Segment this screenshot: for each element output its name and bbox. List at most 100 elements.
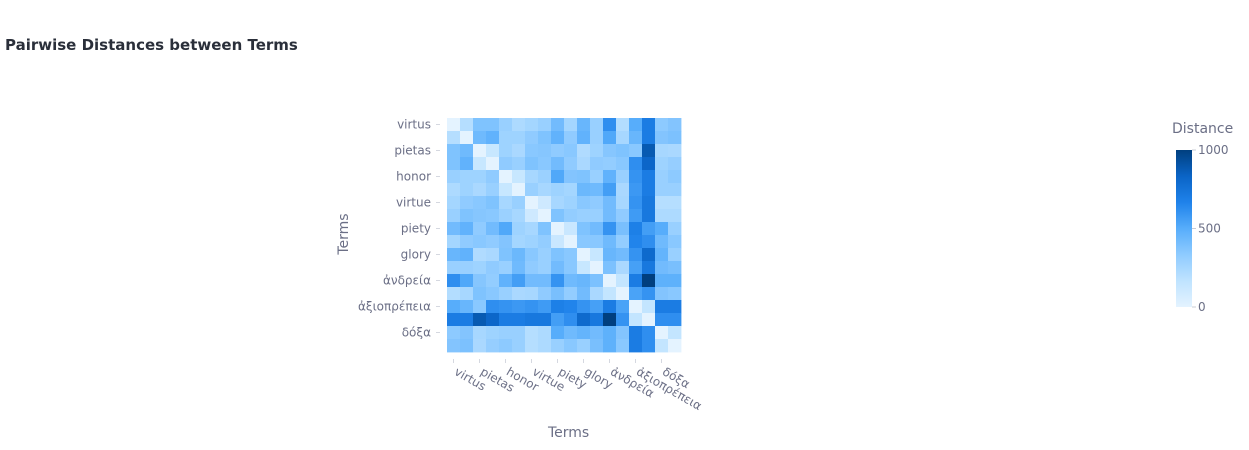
heatmap-cell — [603, 118, 617, 132]
heatmap-cell — [642, 300, 656, 314]
heatmap-cell — [551, 131, 565, 145]
heatmap-cell — [655, 209, 669, 223]
heatmap-cell — [642, 313, 656, 327]
heatmap-cell — [525, 313, 539, 327]
heatmap-cell — [564, 339, 578, 353]
heatmap-cell — [668, 222, 682, 236]
heatmap-cell — [590, 326, 604, 340]
heatmap-cell — [590, 157, 604, 171]
heatmap-cell — [642, 157, 656, 171]
heatmap-cell — [460, 313, 474, 327]
heatmap-cell — [629, 261, 643, 275]
heatmap-cell — [629, 287, 643, 301]
heatmap-cell — [525, 222, 539, 236]
heatmap-cell — [564, 209, 578, 223]
heatmap-cell — [499, 222, 513, 236]
heatmap-cell — [473, 326, 487, 340]
heatmap-cell — [512, 170, 526, 184]
heatmap-cell — [577, 222, 591, 236]
heatmap-cell — [460, 274, 474, 288]
heatmap-cell — [460, 261, 474, 275]
y-tick-label: honor — [396, 170, 431, 184]
heatmap-cell — [447, 248, 461, 262]
heatmap-cell — [668, 183, 682, 197]
colorbar-tick-label: 0 — [1198, 300, 1206, 314]
heatmap-cell — [447, 144, 461, 158]
heatmap-cell — [616, 157, 630, 171]
heatmap-cell — [551, 144, 565, 158]
y-tick-label: virtus — [397, 118, 431, 132]
heatmap-cell — [603, 274, 617, 288]
heatmap-cell — [499, 196, 513, 210]
heatmap-cell — [499, 313, 513, 327]
heatmap-cell — [603, 131, 617, 145]
heatmap-cell — [655, 157, 669, 171]
colorbar: Distance 0 500 1000 — [1172, 121, 1233, 314]
heatmap-cell — [460, 131, 474, 145]
heatmap-cell — [590, 170, 604, 184]
heatmap-cell — [447, 196, 461, 210]
heatmap-cell — [473, 274, 487, 288]
heatmap-cell — [603, 209, 617, 223]
heatmap-cell — [590, 287, 604, 301]
heatmap-cell — [577, 326, 591, 340]
y-axis-ticks: virtus pietas honor virtue piety glory ἀνδρεία… — [358, 118, 440, 340]
heatmap-cell — [512, 196, 526, 210]
heatmap-cell — [616, 170, 630, 184]
heatmap-cell — [538, 170, 552, 184]
heatmap-cell — [512, 261, 526, 275]
heatmap-cell — [473, 209, 487, 223]
heatmap-cell — [616, 300, 630, 314]
heatmap-cell — [655, 144, 669, 158]
heatmap-cell — [486, 248, 500, 262]
heatmap-cell — [447, 209, 461, 223]
heatmap-cell — [655, 287, 669, 301]
heatmap-cell — [668, 131, 682, 145]
heatmap-cell — [512, 326, 526, 340]
heatmap-cell — [603, 157, 617, 171]
heatmap-cell — [512, 235, 526, 249]
heatmap-cell — [486, 339, 500, 353]
heatmap-cell — [590, 274, 604, 288]
heatmap-cell — [616, 287, 630, 301]
heatmap-cell — [525, 248, 539, 262]
heatmap-cell — [668, 313, 682, 327]
heatmap-cell — [668, 339, 682, 353]
heatmap-cell — [616, 313, 630, 327]
heatmap-cells — [447, 118, 682, 353]
heatmap-cell — [486, 183, 500, 197]
heatmap-cell — [577, 313, 591, 327]
heatmap-cell — [551, 235, 565, 249]
heatmap-cell — [629, 235, 643, 249]
heatmap-cell — [486, 170, 500, 184]
heatmap-cell — [538, 118, 552, 132]
heatmap-cell — [603, 287, 617, 301]
heatmap-cell — [499, 300, 513, 314]
heatmap-cell — [460, 287, 474, 301]
heatmap-cell — [642, 339, 656, 353]
heatmap-cell — [512, 222, 526, 236]
heatmap-cell — [564, 287, 578, 301]
heatmap-cell — [577, 339, 591, 353]
heatmap-cell — [603, 248, 617, 262]
heatmap-cell — [642, 222, 656, 236]
y-tick-label: piety — [401, 222, 431, 236]
heatmap-cell — [616, 209, 630, 223]
heatmap-cell — [629, 326, 643, 340]
heatmap-cell — [525, 131, 539, 145]
heatmap-cell — [564, 131, 578, 145]
heatmap-cell — [525, 196, 539, 210]
heatmap-cell — [447, 131, 461, 145]
heatmap-cell — [486, 131, 500, 145]
heatmap-cell — [538, 196, 552, 210]
heatmap-cell — [486, 222, 500, 236]
heatmap-cell — [564, 235, 578, 249]
heatmap-cell — [642, 118, 656, 132]
heatmap-cell — [590, 144, 604, 158]
heatmap-cell — [486, 144, 500, 158]
heatmap-cell — [655, 118, 669, 132]
heatmap-cell — [603, 144, 617, 158]
heatmap-cell — [538, 261, 552, 275]
heatmap-cell — [486, 261, 500, 275]
heatmap-cell — [447, 274, 461, 288]
